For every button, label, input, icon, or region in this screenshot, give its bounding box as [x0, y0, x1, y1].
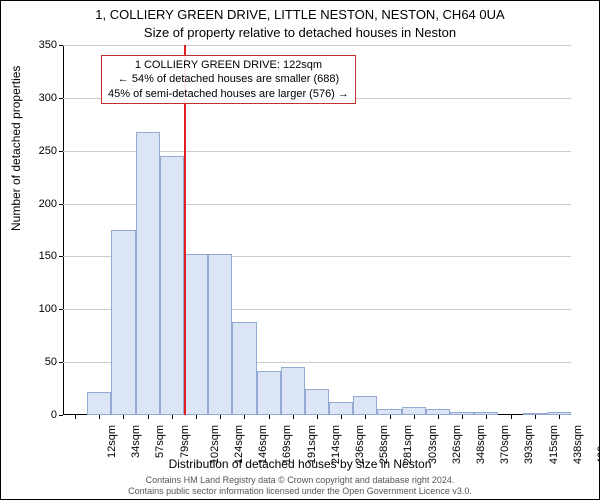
x-tick-label: 303sqm — [427, 425, 439, 464]
y-tick-label: 350 — [17, 39, 57, 51]
histogram-bar — [184, 254, 208, 415]
y-axis-line — [63, 45, 64, 415]
grid-line — [63, 45, 571, 46]
x-tick-label: 191sqm — [306, 425, 318, 464]
y-tick-label: 50 — [17, 356, 57, 368]
x-tick-mark — [196, 415, 197, 419]
x-tick-mark — [148, 415, 149, 419]
x-tick-mark — [269, 415, 270, 419]
x-tick-label: 438sqm — [572, 425, 584, 464]
x-tick-label: 370sqm — [499, 425, 511, 464]
x-tick-label: 57sqm — [155, 425, 167, 458]
x-tick-mark — [317, 415, 318, 419]
x-tick-label: 146sqm — [257, 425, 269, 464]
chart-container: 1, COLLIERY GREEN DRIVE, LITTLE NESTON, … — [0, 0, 600, 500]
footer: Contains HM Land Registry data © Crown c… — [1, 475, 599, 497]
histogram-bar — [281, 367, 305, 415]
histogram-bar — [87, 392, 111, 415]
y-tick-label: 200 — [17, 198, 57, 210]
chart-subtitle: Size of property relative to detached ho… — [1, 25, 599, 40]
x-tick-label: 214sqm — [330, 425, 342, 464]
annotation-box: 1 COLLIERY GREEN DRIVE: 122sqm ← 54% of … — [101, 55, 356, 104]
footer-line1: Contains HM Land Registry data © Crown c… — [146, 475, 455, 485]
x-tick-mark — [99, 415, 100, 419]
x-tick-label: 393sqm — [523, 425, 535, 464]
x-tick-label: 34sqm — [130, 425, 142, 458]
histogram-bar — [111, 230, 135, 415]
histogram-bar — [160, 156, 184, 415]
x-tick-mark — [341, 415, 342, 419]
x-tick-label: 348sqm — [475, 425, 487, 464]
y-tick-label: 300 — [17, 92, 57, 104]
y-tick-label: 100 — [17, 303, 57, 315]
x-tick-mark — [244, 415, 245, 419]
y-tick-label: 150 — [17, 250, 57, 262]
annotation-line1: 1 COLLIERY GREEN DRIVE: 122sqm — [108, 58, 349, 72]
annotation-line3: 45% of semi-detached houses are larger (… — [108, 87, 349, 101]
histogram-bar — [402, 407, 426, 415]
x-tick-mark — [511, 415, 512, 419]
histogram-bar — [257, 371, 281, 415]
x-tick-label: 460sqm — [596, 425, 600, 464]
x-tick-label: 236sqm — [354, 425, 366, 464]
x-tick-label: 79sqm — [179, 425, 191, 458]
chart-title: 1, COLLIERY GREEN DRIVE, LITTLE NESTON, … — [1, 7, 599, 22]
x-tick-label: 258sqm — [378, 425, 390, 464]
x-tick-mark — [123, 415, 124, 419]
x-tick-mark — [75, 415, 76, 419]
x-tick-mark — [486, 415, 487, 419]
x-tick-mark — [559, 415, 560, 419]
x-tick-mark — [535, 415, 536, 419]
x-tick-mark — [172, 415, 173, 419]
x-tick-mark — [462, 415, 463, 419]
x-tick-mark — [438, 415, 439, 419]
y-tick-label: 0 — [17, 409, 57, 421]
footer-line3: Contains public sector information licen… — [128, 486, 472, 496]
annotation-line2: ← 54% of detached houses are smaller (68… — [108, 72, 349, 86]
x-tick-label: 102sqm — [209, 425, 221, 464]
x-tick-mark — [293, 415, 294, 419]
x-tick-label: 169sqm — [282, 425, 294, 464]
x-tick-label: 326sqm — [451, 425, 463, 464]
x-tick-mark — [220, 415, 221, 419]
y-tick-label: 250 — [17, 145, 57, 157]
histogram-bar — [136, 132, 160, 415]
x-tick-label: 12sqm — [106, 425, 118, 458]
x-tick-label: 281sqm — [403, 425, 415, 464]
histogram-bar — [353, 396, 377, 415]
histogram-bar — [208, 254, 232, 415]
histogram-bar — [305, 389, 329, 415]
x-tick-mark — [414, 415, 415, 419]
x-tick-mark — [365, 415, 366, 419]
x-tick-label: 415sqm — [548, 425, 560, 464]
x-tick-label: 124sqm — [233, 425, 245, 464]
x-tick-mark — [390, 415, 391, 419]
histogram-bar — [329, 402, 353, 415]
histogram-bar — [232, 322, 256, 415]
